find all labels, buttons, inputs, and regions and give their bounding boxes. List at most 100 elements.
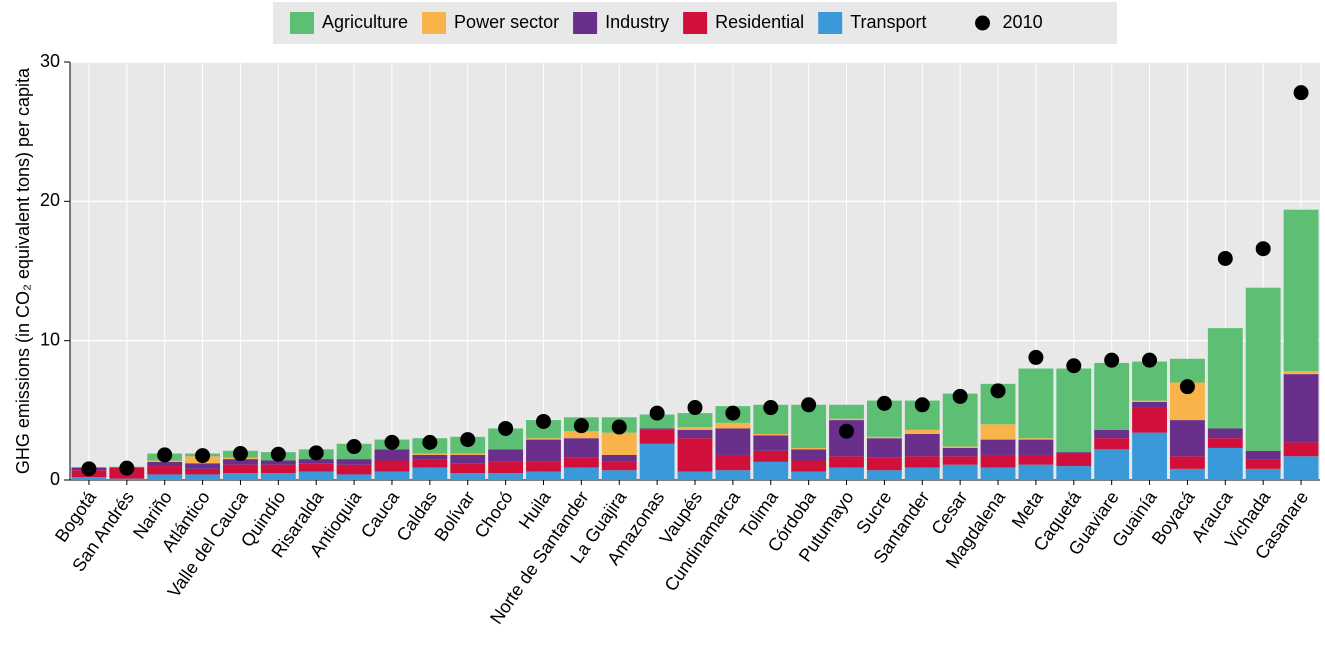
- marker-2010: [876, 395, 892, 411]
- bar-segment: [1056, 452, 1092, 454]
- bar-segment: [336, 459, 372, 465]
- bar-segment: [1018, 368, 1054, 439]
- bar-segment: [980, 467, 1016, 480]
- marker-2010: [1142, 352, 1158, 368]
- bar-segment: [1283, 371, 1319, 375]
- bar-segment: [336, 474, 372, 480]
- legend-swatch: [818, 12, 843, 34]
- bar-segment: [942, 446, 978, 448]
- bar-segment: [374, 471, 410, 480]
- bar-segment: [980, 454, 1016, 468]
- marker-2010: [270, 446, 286, 462]
- bar-segment: [601, 461, 637, 471]
- bar-segment: [1245, 468, 1281, 480]
- bar-segment: [1132, 407, 1167, 433]
- legend-swatch: [290, 12, 314, 34]
- bar-segment: [1094, 362, 1130, 430]
- bar-segment: [601, 432, 637, 455]
- bar-segment: [1207, 328, 1243, 429]
- bar-segment: [677, 413, 713, 428]
- bar-segment: [791, 460, 827, 472]
- legend-label: Transport: [850, 12, 926, 32]
- bar-segment: [1245, 450, 1281, 460]
- bar-segment: [1018, 438, 1054, 440]
- bar-segment: [147, 466, 183, 475]
- bar-segment: [450, 453, 486, 455]
- bar-segment: [563, 467, 599, 480]
- bar-segment: [715, 422, 751, 429]
- bar-segment: [791, 471, 827, 480]
- bar-segment: [374, 449, 410, 461]
- bar-segment: [185, 468, 220, 475]
- marker-2010: [119, 460, 135, 476]
- bar-segment: [563, 457, 599, 468]
- legend-label: Industry: [605, 12, 669, 32]
- bar-segment: [1283, 374, 1319, 443]
- marker-2010: [384, 434, 400, 450]
- marker-2010: [195, 448, 211, 464]
- marker-2010: [308, 445, 324, 461]
- marker-2010: [763, 400, 779, 416]
- bar-segment: [563, 438, 599, 458]
- marker-2010: [232, 446, 248, 462]
- bar-segment: [1018, 454, 1054, 465]
- bar-segment: [1132, 401, 1167, 408]
- bar-segment: [942, 464, 978, 480]
- bar-segment: [298, 471, 334, 480]
- bar-segment: [1283, 456, 1319, 480]
- marker-2010: [157, 447, 173, 463]
- bar-segment: [1170, 358, 1205, 383]
- bar-segment: [488, 428, 524, 450]
- legend-swatch: [573, 12, 598, 34]
- bar-segment: [223, 473, 258, 480]
- bar-segment: [677, 438, 713, 472]
- bar-segment: [639, 429, 675, 444]
- bar-segment: [715, 428, 751, 455]
- y-tick-label: 20: [40, 190, 60, 210]
- bar-segment: [374, 460, 410, 472]
- marker-2010: [1104, 352, 1120, 368]
- bar-segment: [1018, 464, 1054, 480]
- bar-segment: [185, 463, 220, 469]
- bar-segment: [904, 456, 940, 468]
- bar-segment: [791, 447, 827, 450]
- marker-2010: [460, 432, 476, 448]
- bar-segment: [1283, 442, 1319, 457]
- marker-2010: [801, 397, 817, 413]
- bar-segment: [1245, 459, 1281, 469]
- y-tick-label: 30: [40, 51, 60, 71]
- bar-segment: [715, 454, 751, 471]
- marker-2010: [498, 420, 514, 436]
- bar-segment: [147, 474, 183, 480]
- bar-segment: [904, 429, 940, 435]
- bar-segment: [677, 471, 713, 480]
- bar-segment: [677, 427, 713, 430]
- bar-segment: [829, 467, 864, 480]
- bar-segment: [1207, 428, 1243, 439]
- bar-segment: [450, 473, 486, 480]
- bar-segment: [412, 467, 448, 480]
- x-tick-label: Bolívar: [430, 488, 479, 545]
- bar-segment: [412, 454, 448, 460]
- bar-segment: [1132, 361, 1167, 401]
- bar-segment: [260, 464, 296, 474]
- marker-2010: [1217, 250, 1233, 266]
- marker-2010: [422, 434, 438, 450]
- bar-segment: [488, 461, 524, 474]
- bar-segment: [185, 474, 220, 480]
- bar-segment: [866, 470, 902, 480]
- legend-label: Agriculture: [322, 12, 408, 32]
- bar-segment: [298, 459, 334, 464]
- bar-segment: [1132, 432, 1167, 480]
- bar-segment: [1094, 438, 1130, 450]
- bar-segment: [488, 449, 524, 462]
- marker-2010: [81, 461, 97, 477]
- x-tick-label: Chocó: [471, 488, 517, 542]
- bar-segment: [526, 471, 561, 480]
- bar-segment: [1018, 439, 1054, 455]
- bar-segment: [601, 454, 637, 462]
- bar-segment: [563, 431, 599, 439]
- marker-2010: [990, 383, 1006, 399]
- bar-segment: [71, 477, 107, 480]
